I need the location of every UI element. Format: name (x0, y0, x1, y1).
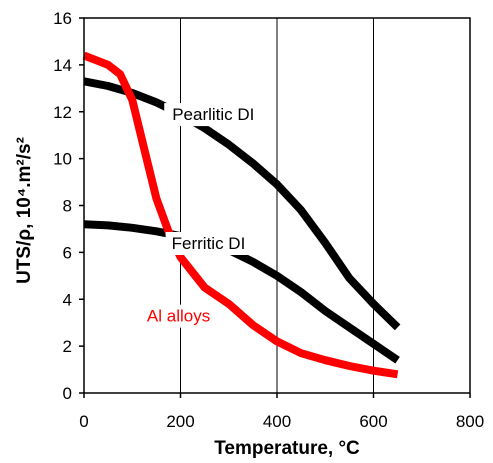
y-tick-label: 10 (53, 150, 72, 169)
series-label-layer: Pearlitic DI Ferritic DI Al alloys (140, 103, 263, 328)
y-tick-label: 16 (53, 9, 72, 28)
y-axis-title: UTS/ρ, 10⁴.m²/s² (14, 137, 35, 284)
series-label-background (140, 304, 217, 328)
series-label-text: Ferritic DI (172, 234, 246, 253)
series-line-pearlitic-di (83, 77, 401, 331)
x-axis-title: Temperature, °C (214, 438, 360, 459)
y-tick-label: 8 (63, 197, 72, 216)
series-line-ferritic-di (83, 220, 400, 364)
y-tick-label: 6 (63, 243, 72, 262)
series-label-pearlitic-di: Pearlitic DI (164, 103, 263, 127)
y-tick-label: 14 (53, 56, 72, 75)
series-line-al-alloys (82, 51, 399, 379)
y-tick-label: 2 (63, 337, 72, 356)
grid-layer (180, 18, 374, 393)
series-layer (82, 51, 401, 379)
tick-layer: 0 200 400 600 800 0 2 4 6 8 10 12 14 16 (53, 9, 484, 431)
series-label-text: Al alloys (147, 307, 210, 326)
x-tick-label: 400 (263, 412, 291, 431)
y-tick-label: 4 (63, 290, 72, 309)
series-label-background (164, 103, 263, 127)
series-label-background (165, 232, 252, 255)
y-tick-label: 12 (53, 103, 72, 122)
series-label-al-alloys: Al alloys (140, 304, 217, 328)
x-tick-label: 0 (79, 412, 88, 431)
y-tick-label: 0 (63, 384, 72, 403)
x-tick-label: 800 (456, 412, 484, 431)
series-label-ferritic-di: Ferritic DI (165, 232, 252, 255)
series-label-text: Pearlitic DI (172, 105, 254, 124)
x-tick-label: 600 (359, 412, 387, 431)
x-tick-label: 200 (166, 412, 194, 431)
